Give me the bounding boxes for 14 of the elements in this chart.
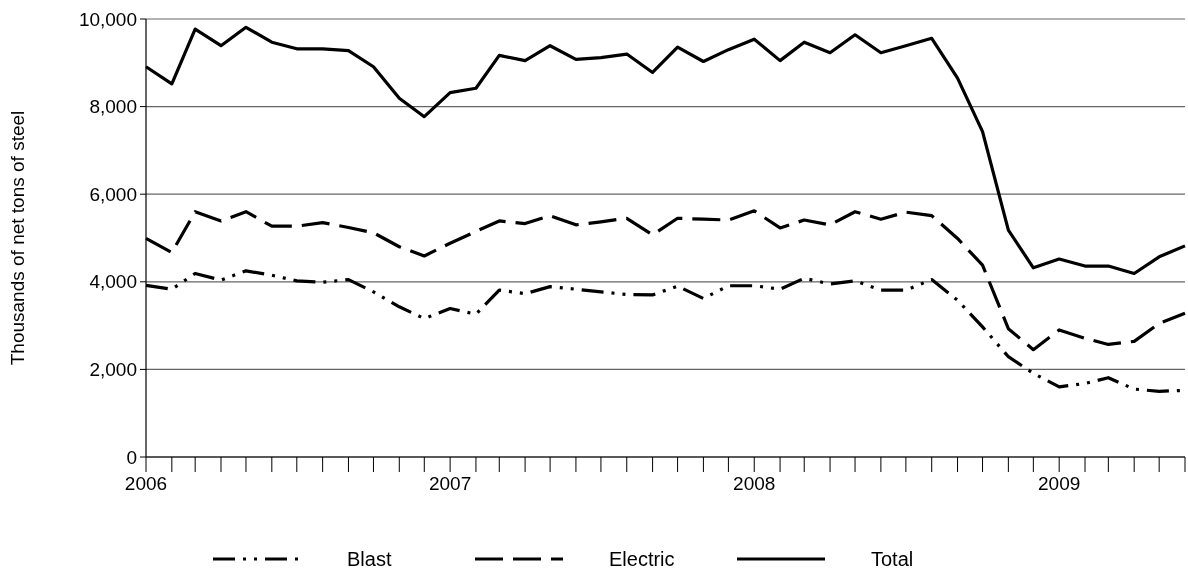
legend-label: Electric [609, 548, 675, 570]
x-tick-label: 2009 [1038, 473, 1081, 495]
y-tick-label: 4,000 [89, 271, 137, 293]
y-tick-label: 0 [126, 446, 137, 468]
x-tick-label: 2006 [124, 473, 168, 495]
x-tick-label: 2008 [733, 473, 776, 495]
legend-label: Total [871, 548, 914, 570]
y-tick-label: 2,000 [89, 359, 137, 381]
legend-label: Blast [347, 548, 392, 570]
y-tick-label: 6,000 [89, 183, 137, 205]
y-tick-label: 8,000 [89, 96, 137, 118]
y-tick-label: 10,000 [78, 8, 137, 30]
y-axis-title: Thousands of net tons of steel [7, 110, 28, 366]
x-tick-label: 2007 [428, 473, 472, 495]
